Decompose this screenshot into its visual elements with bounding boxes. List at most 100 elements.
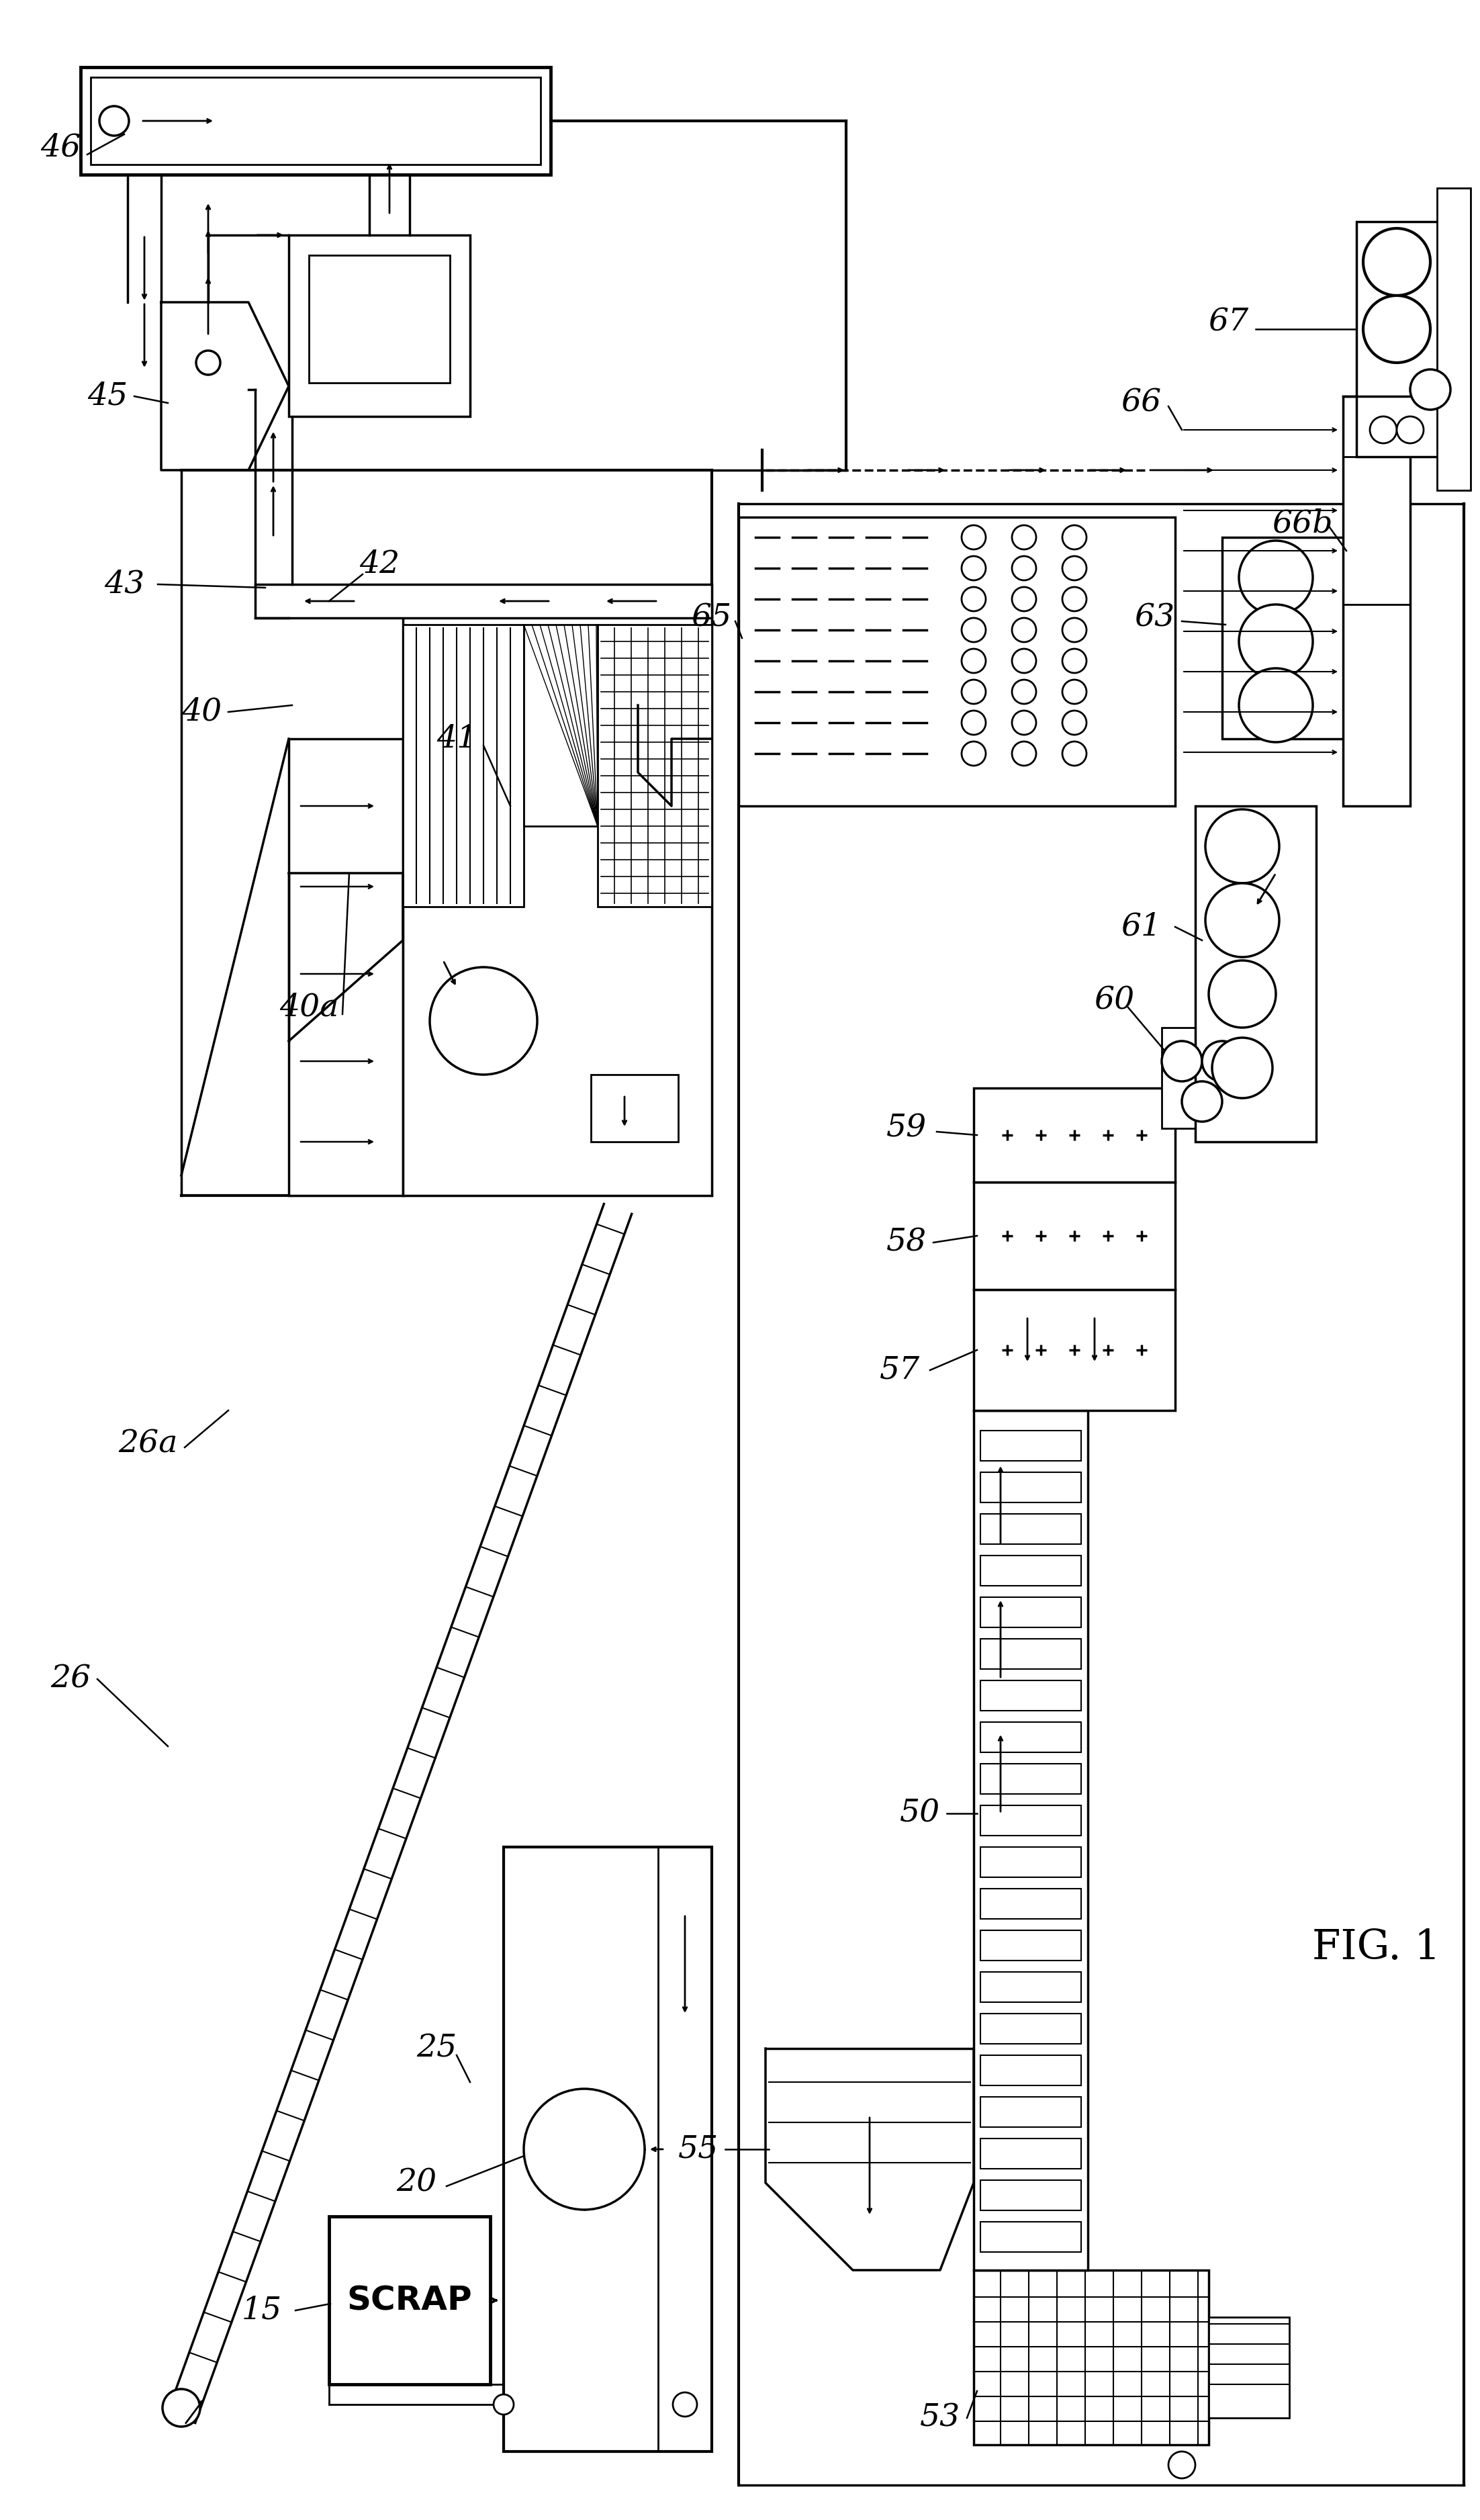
Circle shape bbox=[1063, 741, 1086, 766]
Circle shape bbox=[962, 524, 986, 549]
Text: 40a: 40a bbox=[280, 993, 339, 1023]
Bar bbox=[503, 1847, 712, 2452]
Bar bbox=[980, 2056, 1080, 2087]
Circle shape bbox=[1012, 587, 1036, 612]
Bar bbox=[980, 1973, 1080, 2003]
Circle shape bbox=[962, 587, 986, 612]
Text: 58: 58 bbox=[887, 1227, 926, 1257]
Bar bbox=[980, 1598, 1080, 1628]
Circle shape bbox=[1212, 1038, 1273, 1099]
Circle shape bbox=[1012, 711, 1036, 736]
Text: 66b: 66b bbox=[1273, 509, 1333, 539]
Bar bbox=[1437, 189, 1471, 491]
Circle shape bbox=[429, 968, 537, 1074]
Bar bbox=[974, 1089, 1175, 1182]
Circle shape bbox=[1012, 741, 1036, 766]
Circle shape bbox=[1363, 229, 1430, 295]
Circle shape bbox=[962, 617, 986, 643]
Bar bbox=[980, 2223, 1080, 2253]
Circle shape bbox=[1063, 524, 1086, 549]
Bar bbox=[980, 1847, 1080, 1877]
Circle shape bbox=[673, 2391, 697, 2417]
Circle shape bbox=[1205, 882, 1279, 958]
Bar bbox=[1357, 222, 1464, 456]
Text: 42: 42 bbox=[360, 549, 400, 580]
Bar bbox=[974, 1290, 1175, 1411]
Text: 20: 20 bbox=[397, 2167, 437, 2197]
Bar bbox=[598, 625, 712, 907]
Circle shape bbox=[1162, 1041, 1202, 1081]
Circle shape bbox=[1012, 648, 1036, 673]
Bar bbox=[90, 78, 540, 164]
Text: 61: 61 bbox=[1122, 912, 1162, 942]
Bar bbox=[980, 1431, 1080, 1462]
Circle shape bbox=[1168, 2452, 1196, 2477]
Circle shape bbox=[962, 711, 986, 736]
Circle shape bbox=[1239, 668, 1313, 743]
Text: 26a: 26a bbox=[118, 1429, 178, 1459]
Circle shape bbox=[493, 2394, 514, 2414]
Text: 43: 43 bbox=[104, 570, 145, 600]
Bar bbox=[974, 1411, 1088, 2271]
Bar bbox=[974, 2271, 1209, 2444]
Circle shape bbox=[962, 680, 986, 703]
Circle shape bbox=[962, 741, 986, 766]
Bar bbox=[980, 2139, 1080, 2170]
Circle shape bbox=[1063, 557, 1086, 580]
Circle shape bbox=[1363, 295, 1430, 363]
Text: 59: 59 bbox=[887, 1114, 926, 1144]
Text: 67: 67 bbox=[1209, 307, 1249, 338]
Bar bbox=[739, 517, 1175, 806]
Bar bbox=[591, 1074, 678, 1142]
Text: 66: 66 bbox=[1122, 388, 1162, 418]
Text: 60: 60 bbox=[1095, 985, 1135, 1016]
Bar bbox=[980, 1930, 1080, 1961]
Text: 26: 26 bbox=[50, 1663, 90, 1693]
Circle shape bbox=[1012, 557, 1036, 580]
Circle shape bbox=[1370, 416, 1397, 444]
Circle shape bbox=[1209, 960, 1276, 1028]
Circle shape bbox=[1063, 587, 1086, 612]
Circle shape bbox=[1397, 416, 1424, 444]
Bar bbox=[403, 605, 712, 1194]
Circle shape bbox=[1205, 809, 1279, 882]
Bar bbox=[1196, 806, 1316, 1142]
Bar bbox=[980, 1515, 1080, 1545]
Text: 15: 15 bbox=[241, 2296, 283, 2326]
Bar bbox=[1222, 537, 1357, 738]
Text: FIG. 1: FIG. 1 bbox=[1313, 1928, 1440, 1968]
Circle shape bbox=[1202, 1041, 1242, 1081]
Bar bbox=[974, 1182, 1175, 1290]
Bar bbox=[980, 1681, 1080, 1711]
Circle shape bbox=[1063, 680, 1086, 703]
Circle shape bbox=[1063, 711, 1086, 736]
Text: 45: 45 bbox=[87, 381, 127, 411]
Circle shape bbox=[1410, 370, 1450, 411]
Circle shape bbox=[1012, 680, 1036, 703]
Bar bbox=[980, 1638, 1080, 1668]
Text: 57: 57 bbox=[879, 1356, 921, 1386]
Text: 46: 46 bbox=[40, 134, 81, 164]
Text: SCRAP: SCRAP bbox=[346, 2283, 472, 2316]
Circle shape bbox=[163, 2389, 200, 2427]
Circle shape bbox=[962, 557, 986, 580]
Text: 65: 65 bbox=[691, 602, 733, 633]
Text: 55: 55 bbox=[678, 2134, 719, 2165]
Bar bbox=[980, 1721, 1080, 1751]
Bar bbox=[289, 234, 471, 416]
Bar bbox=[329, 2218, 490, 2384]
Bar bbox=[403, 625, 524, 907]
Bar bbox=[524, 625, 598, 827]
Bar bbox=[980, 2013, 1080, 2044]
Circle shape bbox=[99, 106, 129, 136]
Bar bbox=[80, 68, 551, 174]
Bar bbox=[980, 2180, 1080, 2210]
Circle shape bbox=[524, 2089, 645, 2210]
Circle shape bbox=[962, 648, 986, 673]
Circle shape bbox=[1063, 617, 1086, 643]
Circle shape bbox=[1239, 542, 1313, 615]
Circle shape bbox=[1239, 605, 1313, 678]
Bar bbox=[980, 1804, 1080, 1835]
Bar bbox=[980, 1472, 1080, 1502]
Bar bbox=[980, 1887, 1080, 1918]
